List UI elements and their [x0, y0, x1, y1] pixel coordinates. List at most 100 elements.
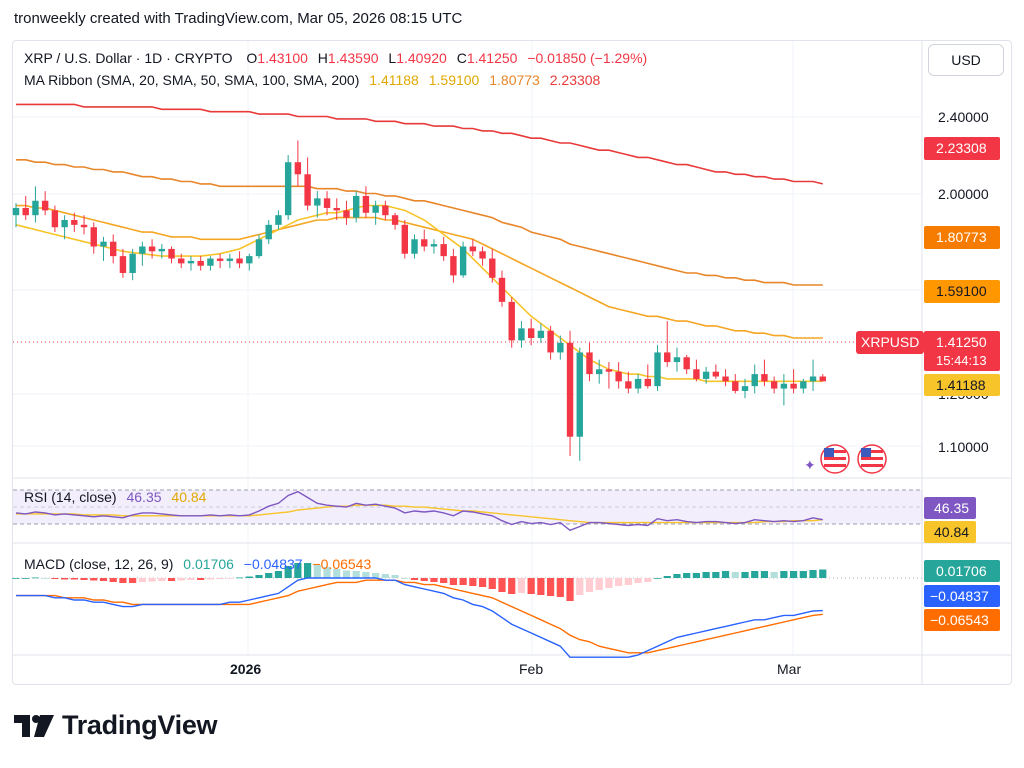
candle-body	[343, 210, 350, 218]
macd-hist-bar	[459, 578, 467, 585]
us-flag-icon-stripe	[824, 457, 846, 460]
candle-body	[498, 277, 506, 302]
us-flag-icon-canton	[824, 448, 834, 457]
candle-body	[732, 381, 739, 391]
macd-hist-bar	[333, 569, 341, 578]
sparkle-icon: ✦	[804, 457, 816, 473]
macd-hist-bar	[12, 578, 20, 579]
macd-hist-bar	[799, 571, 807, 578]
tradingview-logo[interactable]: TradingView	[14, 710, 218, 741]
symbol-title[interactable]: XRP / U.S. Dollar · 1D · CRYPTO	[24, 50, 233, 66]
us-flag-icon-stripe	[861, 464, 883, 467]
candle-body	[148, 246, 156, 252]
sma50-value: 1.59100	[428, 72, 480, 88]
candle-body	[323, 198, 331, 208]
ma-ribbon	[15, 103, 823, 383]
macd-hist-bar	[653, 578, 662, 579]
macd-signal-value: −0.06543	[312, 556, 372, 572]
macd-hist-bar	[508, 578, 516, 594]
candle-body	[654, 352, 661, 387]
macd-hist-bar	[352, 571, 360, 578]
sma50-tag-value: 1.59100	[936, 283, 987, 299]
grid	[13, 41, 922, 655]
ohlc-high: 1.43590	[327, 50, 379, 66]
macd-hist-bar	[372, 573, 380, 578]
event-icon-group[interactable]: ✦	[804, 444, 887, 474]
candles	[12, 140, 826, 461]
candle-body	[226, 258, 234, 261]
macd-hist-bar	[80, 578, 88, 580]
candle-body	[780, 383, 788, 389]
ohlc-low-label: L	[388, 50, 397, 66]
candle-body	[51, 210, 59, 228]
price-tag-value: 1.41250	[936, 334, 987, 350]
candle-body	[664, 352, 671, 363]
sma100-tag	[924, 226, 1000, 249]
ma-ribbon-title[interactable]: MA Ribbon (SMA, 20, SMA, 50, SMA, 100, S…	[24, 72, 360, 88]
macd-hist-bar	[362, 572, 370, 578]
macd-hist-bar	[235, 577, 244, 579]
candle-body	[158, 248, 165, 252]
candle-body	[819, 376, 826, 382]
candle-body	[469, 246, 477, 252]
rsi-ma-value: 40.84	[171, 489, 207, 505]
sma20-tag-value: 1.41188	[936, 377, 986, 393]
macd-hist-bar	[148, 578, 156, 582]
macd-hist-bar	[760, 571, 769, 578]
candle-body	[644, 378, 651, 387]
macd-hist-bar	[401, 578, 409, 579]
time-label-mar: Mar	[777, 661, 801, 677]
macd-hist-bar	[265, 573, 273, 578]
macd-hist-bar	[226, 578, 234, 579]
candle-body	[168, 248, 175, 259]
macd-hist-bar	[644, 578, 652, 582]
candle-body	[479, 251, 486, 259]
candle-body	[22, 207, 29, 216]
tradingview-logo-text: TradingView	[62, 710, 218, 740]
macd-title[interactable]: MACD (close, 12, 26, 9)	[24, 556, 174, 572]
macd-hist-bar	[780, 571, 788, 578]
candle-body	[576, 352, 583, 437]
legend-rsi: RSI (14, close) 46.35 40.84	[24, 489, 206, 505]
candle-body	[178, 258, 185, 264]
rsi-title[interactable]: RSI (14, close)	[24, 489, 117, 505]
rsi-value: 46.35	[126, 489, 162, 505]
us-flag-icon-stripe	[824, 464, 846, 467]
candle-body	[391, 215, 399, 225]
rsi-lines	[15, 490, 823, 532]
candle-body	[12, 207, 20, 216]
ohlc-open: 1.43100	[257, 50, 308, 66]
candle-body	[800, 381, 807, 389]
macd-hist-bar	[566, 578, 574, 601]
macd-hist-bar	[206, 578, 214, 580]
macd-signal-tag-value: −0.06543	[930, 612, 989, 628]
time-label-2026: 2026	[230, 661, 261, 677]
macd-hist-bar	[129, 578, 137, 583]
macd-hist-bar	[274, 571, 283, 578]
candle-body	[110, 241, 117, 257]
macd-hist-bar	[41, 578, 49, 579]
rsi-ma-tag	[924, 521, 976, 543]
candle-body	[741, 386, 749, 391]
macd-hist-bar	[673, 574, 681, 578]
macd-hist-value: 0.01706	[183, 556, 234, 572]
candle-body	[459, 246, 467, 276]
us-flag-icon-stripe	[824, 450, 846, 453]
currency-button[interactable]: USD	[928, 44, 1004, 76]
candle-body	[440, 244, 447, 257]
macd-hist-bar	[245, 576, 253, 578]
macd-hist-bar	[90, 578, 98, 581]
candle-body	[557, 342, 564, 353]
macd-hist-bar	[702, 572, 710, 578]
candle-body	[80, 224, 88, 228]
candle-body	[100, 241, 107, 247]
macd-lines	[16, 577, 823, 658]
candle-body	[284, 162, 292, 216]
macd-hist-bar	[692, 573, 700, 578]
candle-body	[207, 258, 214, 266]
rsi-ma-line	[16, 504, 823, 524]
candle-body	[275, 215, 282, 225]
candle-body	[372, 205, 379, 213]
candle-body	[187, 260, 195, 264]
